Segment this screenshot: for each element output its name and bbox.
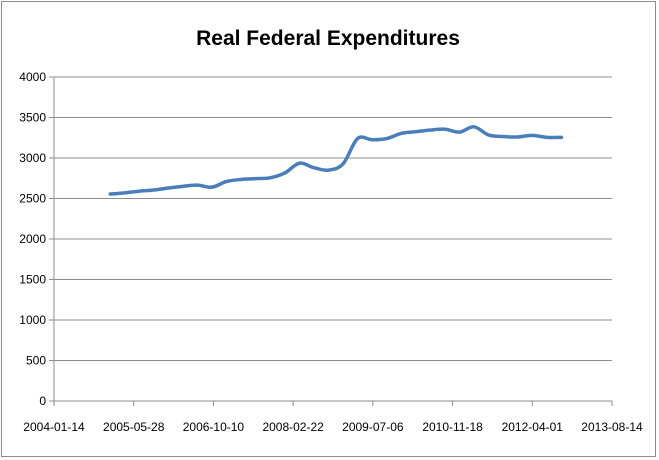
data-point	[530, 133, 534, 137]
y-tick-label: 4000	[19, 70, 46, 84]
chart-title: Real Federal Expenditures	[196, 27, 460, 50]
y-tick-label: 2000	[19, 232, 46, 246]
data-point	[428, 128, 432, 132]
x-tick-label: 2005-05-28	[103, 420, 165, 434]
data-point	[254, 177, 258, 181]
gridlines	[54, 76, 612, 361]
data-point	[297, 161, 301, 165]
y-tick-label: 500	[26, 354, 46, 368]
data-point	[312, 166, 316, 170]
data-point	[559, 135, 563, 139]
data-point	[414, 130, 418, 134]
data-point	[472, 125, 476, 129]
data-point	[152, 188, 156, 192]
series-group	[108, 125, 564, 196]
data-point	[239, 177, 243, 181]
data-point	[210, 185, 214, 189]
data-point	[123, 191, 127, 195]
data-point	[458, 130, 462, 134]
y-tick-label: 0	[39, 394, 46, 408]
data-point	[356, 137, 360, 141]
y-tick-label: 3000	[19, 151, 46, 165]
data-point	[545, 135, 549, 139]
y-tick-label: 1500	[19, 273, 46, 287]
data-point	[181, 184, 185, 188]
data-point	[268, 176, 272, 180]
data-point	[385, 137, 389, 141]
x-tick-label: 2004-01-14	[23, 420, 85, 434]
x-axis-ticks: 2004-01-14 2005-05-28 2006-10-10 2008-02-22…	[23, 401, 643, 434]
x-tick-label: 2008-02-22	[262, 420, 324, 434]
data-point	[399, 131, 403, 135]
data-point	[327, 168, 331, 172]
y-tick-label: 1000	[19, 313, 46, 327]
data-point	[108, 192, 112, 196]
series-line	[108, 125, 564, 196]
x-tick-label: 2012-04-01	[502, 420, 564, 434]
y-axis-ticks: 0 500 1000 1500 2000 2500 3000 3500 4000	[19, 70, 54, 408]
x-tick-label: 2010-11-18	[422, 420, 483, 434]
data-point	[195, 183, 199, 187]
data-point	[443, 127, 447, 131]
data-point	[166, 186, 170, 190]
data-point	[283, 171, 287, 175]
data-point	[501, 135, 505, 139]
x-tick-label: 2013-08-14	[581, 420, 643, 434]
data-point	[137, 189, 141, 193]
data-point	[225, 179, 229, 183]
y-tick-label: 3500	[19, 111, 46, 125]
data-point	[516, 135, 520, 139]
y-tick-label: 2500	[19, 192, 46, 206]
data-point	[486, 133, 490, 137]
x-tick-label: 2009-07-06	[342, 420, 404, 434]
x-tick-label: 2006-10-10	[183, 420, 245, 434]
data-point	[341, 162, 345, 166]
data-point	[370, 138, 374, 142]
